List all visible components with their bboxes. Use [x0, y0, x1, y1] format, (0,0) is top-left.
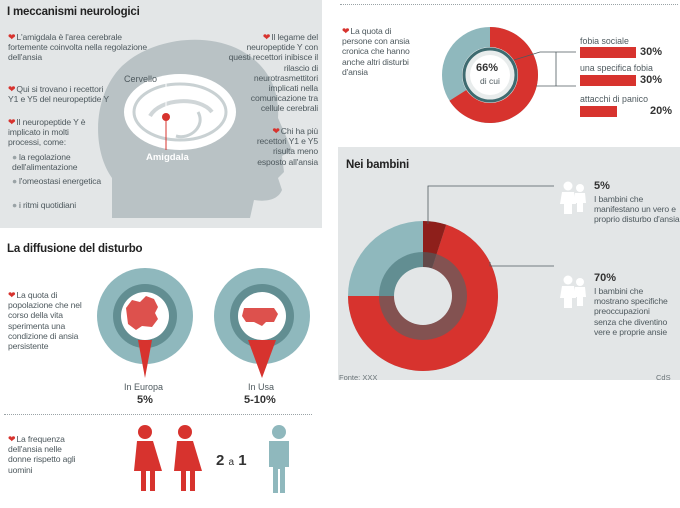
heart-icon: ❤ — [8, 117, 16, 127]
process-item: ● i ritmi quotidiani — [12, 200, 77, 210]
child-icon — [560, 181, 586, 308]
diffusion-text: ❤La quota di popolazione che nel corso d… — [8, 290, 82, 352]
woman-icon — [174, 425, 202, 491]
frequency-text: ❤La frequenza dell'ansia nelle donne ris… — [8, 434, 76, 475]
region-value: 5% — [137, 394, 153, 406]
diffusion-title: La diffusione del disturbo — [7, 243, 143, 255]
chronic-item-bar — [580, 47, 636, 58]
children-item-text: I bambini che manifestano un vero e prop… — [594, 194, 680, 225]
chronic-item-value: 20% — [650, 105, 673, 117]
chronic-item-bar — [580, 106, 617, 117]
bullet-icon: ● — [12, 200, 18, 210]
mechanism-text-5: ❤Chi ha più recettori Y1 e Y5 risulta me… — [256, 126, 318, 167]
mechanism-text-1: ❤L'amigdala è l'area cerebrale fortement… — [8, 32, 148, 63]
heart-icon: ❤ — [8, 32, 16, 42]
amygdala-label: Amigdala — [146, 152, 189, 163]
mechanism-text-2: ❤Qui si trovano i recettori Y1 e Y5 del … — [8, 84, 109, 105]
process-item: ● la regolazione dell'alimentazione — [12, 152, 78, 173]
region-value: 5-10% — [244, 394, 276, 406]
children-item-value: 70% — [594, 272, 617, 284]
chronic-item-label: attacchi di panico — [580, 94, 648, 104]
process-item: ● l'omeostasi energetica — [12, 176, 101, 186]
region-label: In Usa — [248, 382, 275, 392]
mechanisms-title: I meccanismi neurologici — [7, 6, 140, 18]
children-item-value: 5% — [594, 180, 610, 192]
heart-icon: ❤ — [8, 84, 16, 94]
chronic-item-label: fobia sociale — [580, 36, 629, 46]
children-item-text: I bambini che mostrano specifiche preocc… — [594, 286, 668, 337]
credit-note: CdS — [656, 373, 671, 382]
ratio-value: 2 a 1 — [216, 452, 247, 469]
mechanism-text-4: ❤Il legame del neuropeptide Y con questi… — [228, 32, 319, 114]
mechanism-text-3: ❤Il neuropeptide Y è implicato in molti … — [8, 117, 86, 148]
region-label: In Europa — [124, 382, 164, 392]
chronic-item-label: una specifica fobia — [580, 63, 653, 73]
heart-icon: ❤ — [342, 26, 350, 36]
chronic-item-bar — [580, 75, 636, 86]
heart-icon: ❤ — [262, 32, 271, 42]
top-rule — [340, 4, 678, 5]
heart-icon: ❤ — [272, 126, 280, 136]
section-divider — [4, 414, 312, 415]
heart-icon: ❤ — [8, 434, 16, 444]
children-title: Nei bambini — [346, 159, 409, 171]
chronic-item-value: 30% — [640, 46, 663, 58]
source-note: Fonte: XXX — [339, 373, 378, 382]
heart-icon: ❤ — [8, 290, 16, 300]
brain-label: Cervello — [124, 74, 158, 84]
chronic-text: ❤La quota di persone con ansia cronica c… — [342, 26, 410, 77]
bullet-icon: ● — [12, 152, 18, 162]
bullet-icon: ● — [12, 176, 18, 186]
chronic-center-sub: di cui — [480, 76, 500, 86]
chronic-center-value: 66% — [476, 62, 499, 74]
chronic-item-value: 30% — [640, 74, 663, 86]
man-icon — [269, 425, 289, 493]
woman-icon — [134, 425, 162, 491]
